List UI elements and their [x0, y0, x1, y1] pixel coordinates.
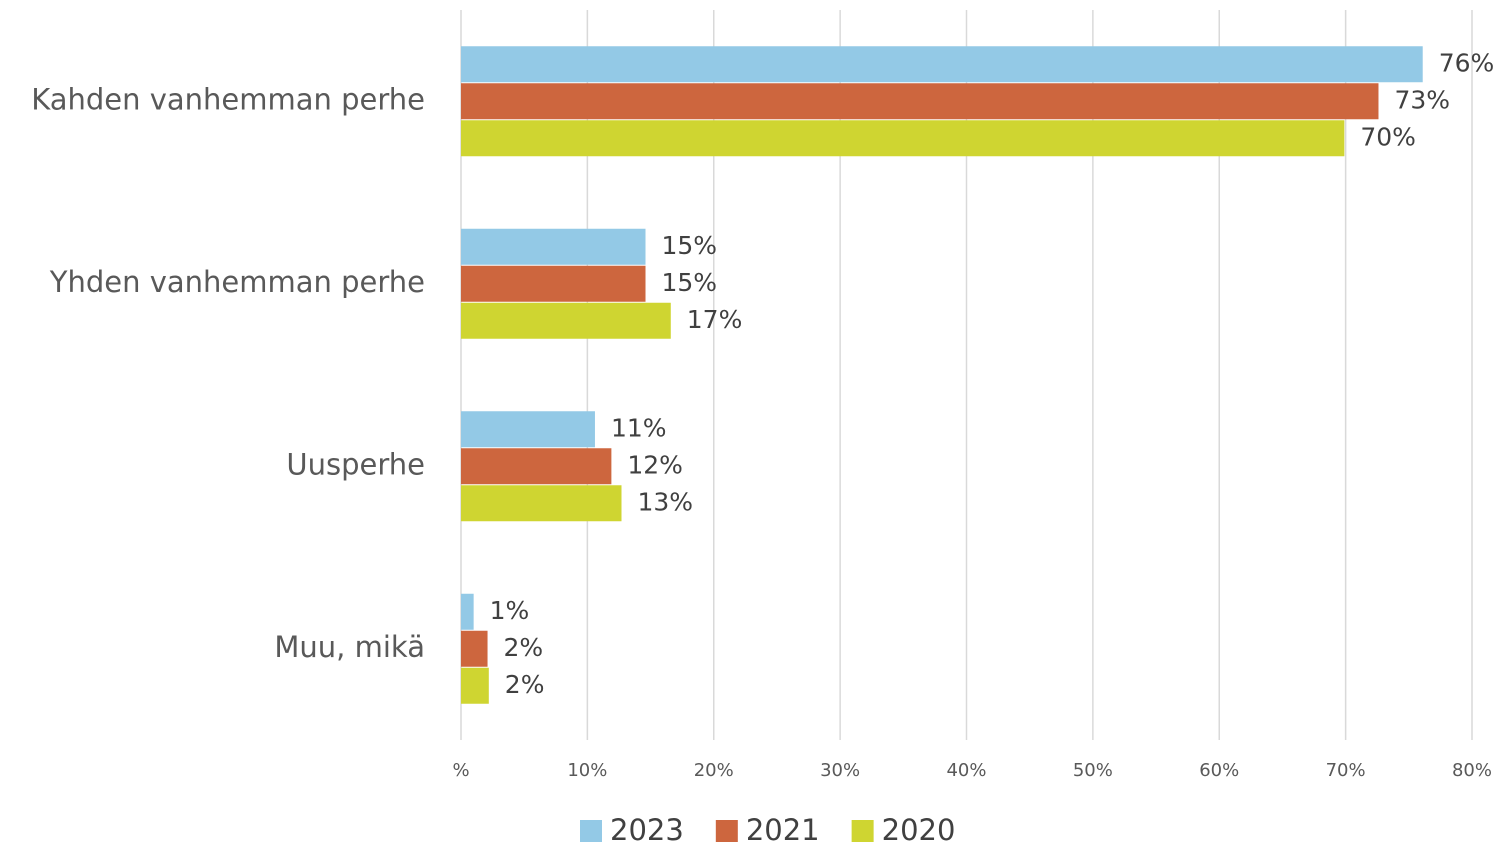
data-label: 2% [505, 670, 545, 699]
category-label: Uusperhe [286, 447, 425, 481]
legend-swatch [580, 820, 602, 842]
category-label: Kahden vanhemman perhe [31, 82, 425, 116]
x-tick-label: 40% [946, 760, 986, 781]
legend-label: 2020 [882, 813, 956, 845]
legend-swatch [851, 820, 874, 842]
data-label: 15% [662, 268, 718, 297]
bar [461, 228, 646, 265]
bar [461, 46, 1423, 83]
category-label: Muu, mikä [274, 630, 425, 664]
bar [461, 120, 1345, 157]
x-tick-label: 10% [567, 760, 607, 781]
bar [461, 411, 595, 448]
legend-label: 2023 [610, 813, 684, 845]
bar [461, 593, 474, 630]
data-label: 1% [490, 596, 530, 625]
x-tick-label: 80% [1452, 760, 1492, 781]
x-tick-label: % [452, 760, 469, 781]
bar [461, 302, 671, 339]
category-label: Yhden vanhemman perhe [49, 265, 425, 299]
data-label: 15% [662, 231, 718, 260]
bar [461, 485, 622, 522]
data-label: 73% [1394, 85, 1450, 114]
bar [461, 265, 646, 302]
legend-swatch [715, 820, 738, 842]
data-label: 2% [504, 633, 544, 662]
data-label: 12% [627, 450, 683, 479]
legend-label: 2021 [746, 813, 820, 845]
x-tick-label: 50% [1073, 760, 1113, 781]
bar [461, 630, 488, 667]
bar [461, 667, 489, 704]
x-tick-label: 70% [1326, 760, 1366, 781]
data-label: 76% [1439, 48, 1495, 77]
x-tick-label: 20% [694, 760, 734, 781]
bar [461, 83, 1379, 120]
x-tick-label: 60% [1199, 760, 1239, 781]
data-label: 13% [637, 487, 693, 516]
data-label: 11% [611, 413, 667, 442]
bar [461, 448, 612, 485]
data-label: 17% [687, 305, 743, 334]
data-label: 70% [1360, 122, 1416, 151]
x-tick-label: 30% [820, 760, 860, 781]
